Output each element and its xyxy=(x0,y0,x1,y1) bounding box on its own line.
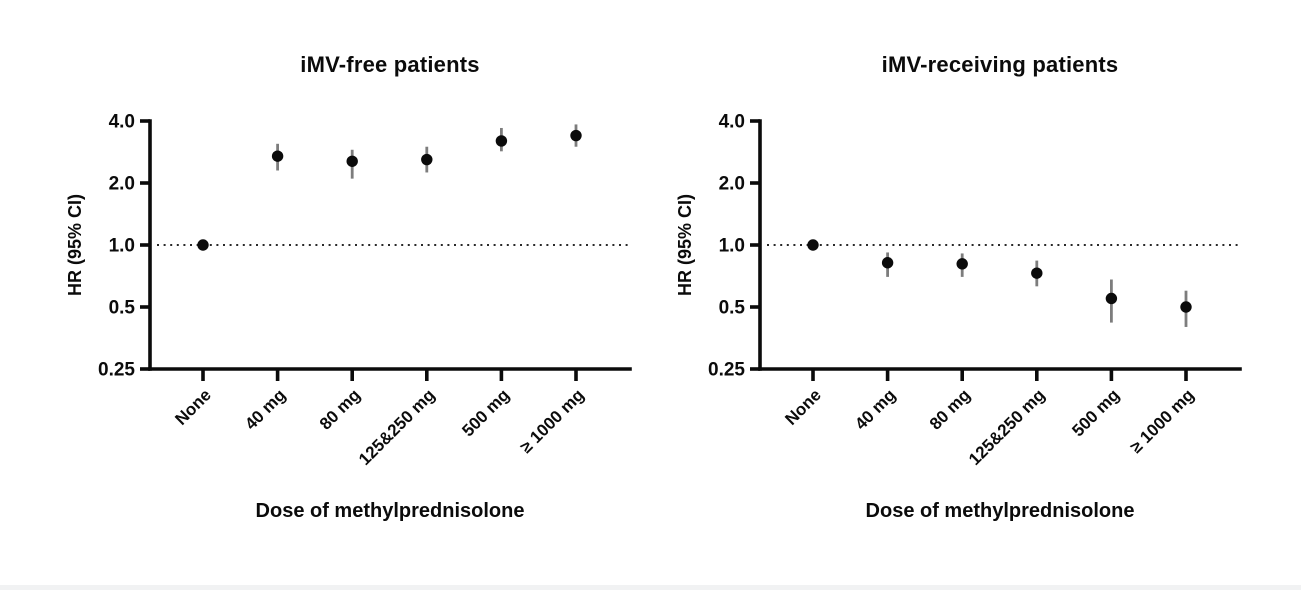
x-category-label: 125&250 mg xyxy=(965,385,1049,469)
page-bottom-strip xyxy=(0,585,1301,590)
x-category-label: 125&250 mg xyxy=(355,385,439,469)
y-tick-label: 4.0 xyxy=(109,112,135,133)
data-point xyxy=(197,239,209,251)
y-tick-label: 0.25 xyxy=(708,360,745,381)
y-tick-label: 2.0 xyxy=(719,174,745,195)
data-point xyxy=(1180,301,1192,313)
y-tick-label: 1.0 xyxy=(719,236,745,257)
panel-imv-receiving: iMV-receiving patients HR (95% CI) 4.0 2.… xyxy=(610,0,1300,585)
x-category-label: 80 mg xyxy=(926,385,974,433)
x-category-label: None xyxy=(781,385,824,428)
data-point xyxy=(495,135,508,147)
data-point xyxy=(570,129,582,142)
data-point xyxy=(346,155,358,167)
data-point xyxy=(421,153,433,166)
x-axis-label: Dose of methylprednisolone xyxy=(255,500,525,522)
x-category-label: 40 mg xyxy=(241,385,289,433)
y-tick-label: 0.5 xyxy=(109,298,136,319)
data-point xyxy=(956,258,968,270)
x-category-label: 80 mg xyxy=(316,385,364,433)
data-point xyxy=(881,257,894,269)
data-point xyxy=(271,150,284,162)
x-category-label: ≥ 1000 mg xyxy=(1126,385,1197,456)
data-point xyxy=(1031,267,1043,279)
panel-imv-free: iMV-free patients HR (95% CI) 4.0 2.0 1.0 0… xyxy=(65,52,632,522)
chart-title-imv-free: iMV-free patients xyxy=(300,52,480,77)
x-category-label: 500 mg xyxy=(1068,385,1123,440)
y-tick-label: 0.5 xyxy=(719,298,746,319)
x-category-label: None xyxy=(171,385,214,428)
x-category-label: ≥ 1000 mg xyxy=(516,385,587,456)
y-tick-label: 1.0 xyxy=(109,236,135,257)
y-tick-label: 2.0 xyxy=(109,174,135,195)
data-point xyxy=(807,239,819,251)
x-category-label: 500 mg xyxy=(458,385,513,440)
x-axis-label: Dose of methylprednisolone xyxy=(865,500,1135,522)
y-tick-label: 4.0 xyxy=(719,112,745,133)
chart-title-imv-receiving: iMV-receiving patients xyxy=(881,52,1119,77)
x-category-label: 40 mg xyxy=(851,385,899,433)
y-tick-label: 0.25 xyxy=(98,360,135,381)
data-point xyxy=(1105,292,1118,305)
